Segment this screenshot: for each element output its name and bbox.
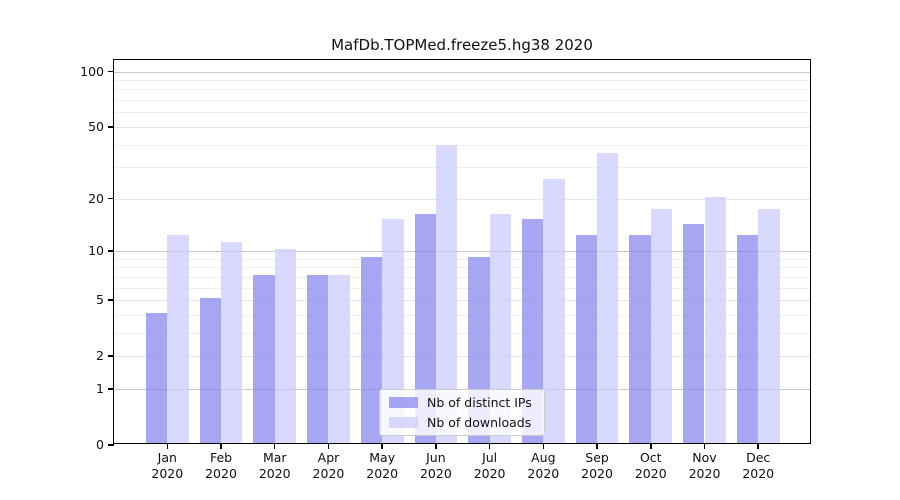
y-tick-mark (108, 70, 114, 73)
x-tick-label: Jul 2020 (473, 450, 506, 481)
y-tick-label: 10 (88, 242, 104, 258)
minor-gridline (114, 167, 810, 169)
legend-swatch (389, 397, 418, 408)
bar-downloads-nov (704, 196, 726, 443)
legend-label: Nb of distinct IPs (427, 395, 532, 410)
chart-title: MafDb.TOPMed.freeze5.hg38 2020 (331, 36, 593, 54)
bar-distinct-ips-dec (736, 235, 759, 443)
x-tick-mark (273, 443, 276, 449)
chart-plot-area: 0 1 2 5 10 20 50 100 Jan 2020 Feb 2020 Mar 2020 Apr 202… (80, 59, 811, 481)
bar-downloads-dec (758, 209, 780, 443)
bar-distinct-ips-mar (253, 274, 275, 443)
y-tick-mark (108, 299, 114, 301)
bar-distinct-ips-may (360, 256, 383, 443)
y-tick-label: 100 (80, 63, 104, 79)
x-tick-label: May 2020 (366, 450, 399, 481)
major-gridline (114, 356, 810, 358)
decade-gridline (114, 250, 810, 252)
x-tick-mark (650, 443, 652, 449)
x-tick-mark (381, 443, 383, 449)
minor-gridline (114, 112, 810, 114)
bar-distinct-ips-oct (629, 235, 651, 443)
x-tick-label: Sep 2020 (581, 450, 613, 481)
bar-downloads-feb (221, 241, 243, 443)
x-tick-mark (757, 443, 759, 449)
x-tick-mark (542, 443, 545, 449)
y-tick-label: 0 (96, 437, 104, 452)
minor-gridline (114, 258, 810, 260)
x-tick-label: Jan 2020 (151, 450, 184, 481)
minor-gridline (114, 267, 810, 269)
minor-gridline (114, 89, 810, 91)
major-gridline (114, 198, 810, 200)
major-gridline (114, 126, 810, 128)
x-tick-mark (435, 443, 437, 449)
y-tick-label: 2 (96, 348, 104, 364)
bar-downloads-sep (597, 153, 619, 443)
minor-gridline (114, 287, 810, 289)
minor-gridline (114, 100, 810, 102)
y-tick-mark (108, 355, 114, 357)
x-tick-mark (327, 443, 330, 449)
bar-downloads-jun (435, 144, 458, 443)
bar-downloads-aug (543, 179, 565, 443)
bar-distinct-ips-nov (683, 223, 705, 443)
minor-gridline (114, 144, 810, 146)
y-tick-mark (108, 197, 114, 200)
bar-downloads-oct (650, 209, 673, 443)
x-tick-label: Mar 2020 (258, 450, 291, 481)
x-tick-mark (166, 443, 169, 449)
x-tick-label: Oct 2020 (634, 450, 667, 481)
bar-downloads-may (382, 218, 404, 443)
x-tick-label: Apr 2020 (312, 450, 345, 481)
legend: Nb of distinct IPs Nb of downloads (379, 389, 545, 436)
minor-gridline (114, 314, 810, 316)
legend-label: Nb of downloads (427, 415, 532, 430)
legend-entry: Nb of downloads (389, 414, 535, 431)
bar-downloads-jul (489, 213, 511, 443)
x-tick-label: Nov 2020 (688, 450, 721, 481)
y-tick-mark (108, 444, 114, 446)
y-tick-mark (108, 126, 114, 128)
y-tick-mark (108, 250, 114, 252)
x-tick-label: Jun 2020 (419, 450, 452, 481)
minor-gridline (114, 80, 810, 82)
x-tick-label: Feb 2020 (205, 450, 237, 481)
major-gridline (114, 300, 810, 302)
x-tick-mark (703, 443, 706, 449)
bar-distinct-ips-aug (521, 218, 544, 443)
legend-entry: Nb of distinct IPs (389, 394, 535, 411)
y-tick-label: 50 (88, 118, 104, 134)
x-tick-mark (220, 443, 222, 449)
legend-swatch (389, 417, 418, 428)
bar-downloads-jan (167, 235, 189, 443)
bar-distinct-ips-feb (199, 298, 221, 443)
y-tick-label: 20 (88, 190, 104, 206)
y-tick-mark (108, 388, 114, 390)
decade-gridline (114, 71, 810, 73)
bar-distinct-ips-jun (414, 213, 436, 443)
bar-distinct-ips-jan (145, 312, 168, 443)
bar-distinct-ips-sep (575, 235, 598, 443)
x-tick-label: Aug 2020 (527, 450, 560, 481)
y-tick-label: 5 (96, 292, 104, 308)
bar-distinct-ips-apr (307, 274, 329, 443)
x-tick-mark (488, 443, 491, 449)
x-tick-label: Dec 2020 (742, 450, 775, 481)
bar-downloads-mar (274, 249, 297, 443)
minor-gridline (114, 276, 810, 278)
y-tick-label: 1 (96, 380, 104, 396)
x-tick-mark (596, 443, 598, 449)
minor-gridline (114, 332, 810, 334)
bar-downloads-apr (328, 274, 350, 443)
